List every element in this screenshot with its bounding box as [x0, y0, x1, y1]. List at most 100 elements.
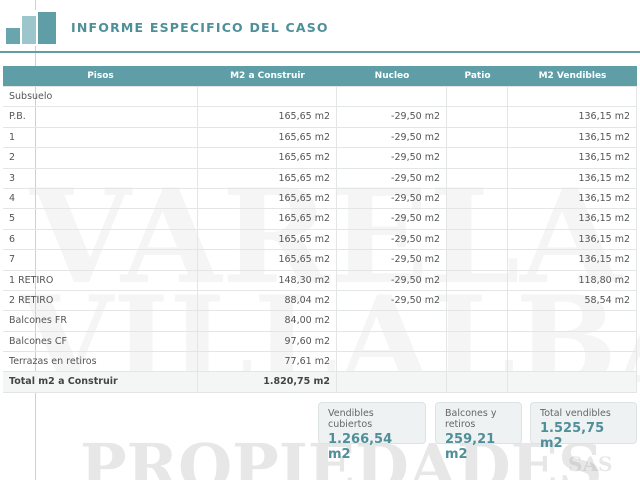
table-cell [447, 188, 508, 209]
table-cell [508, 311, 637, 331]
table-cell: 1.820,75 m2 [198, 372, 337, 392]
table-cell [447, 127, 508, 148]
table-row: 3 165,65 m2 -29,50 m2 136,15 m2 [3, 168, 637, 189]
table-row: 2 RETIRO 88,04 m2 -29,50 m2 58,54 m2 [3, 290, 637, 312]
table-cell [447, 290, 508, 311]
watermark: VARELA [30, 160, 622, 313]
table-cell: 136,15 m2 [508, 209, 637, 229]
table-cell: 1 RETIRO [3, 270, 198, 290]
watermark: SAS [568, 452, 613, 476]
table-cell: Balcones FR [3, 311, 198, 331]
table-row: Terrazas en retiros 77,61 m2 [3, 352, 637, 373]
table-cell: 58,54 m2 [508, 290, 637, 311]
table-cell [447, 331, 508, 352]
summary-label: Vendibles cubiertos [328, 408, 374, 430]
column-header: M2 Vendibles [538, 71, 607, 81]
summary-value: 259,21 m2 [445, 432, 496, 462]
table-cell [337, 311, 447, 331]
summary-card: Balcones y retiros 259,21 m2 [435, 402, 522, 462]
table-cell: 3 [3, 168, 198, 188]
table-cell [447, 250, 508, 270]
header-row: Pisos M2 a Construir Nucleo Patio M2 Vendibl… [3, 66, 637, 87]
table-cell [447, 311, 508, 331]
table-cell: Total m2 a Construir [3, 372, 198, 392]
table-cell: 7 [3, 250, 198, 270]
table-cell: -29,50 m2 [337, 209, 447, 229]
table-cell: 136,15 m2 [508, 250, 637, 270]
table-row: 2 165,65 m2 -29,50 m2 136,15 m2 [3, 148, 637, 169]
summary-label: Total vendibles [540, 408, 611, 419]
table-cell [508, 372, 637, 392]
table-cell [508, 352, 637, 372]
table-cell [337, 87, 447, 107]
table-row: Balcones FR 84,00 m2 [3, 311, 637, 332]
column-header: Patio [464, 71, 491, 81]
table-cell [447, 87, 508, 107]
table-cell: Balcones CF [3, 331, 198, 352]
table-cell: 5 [3, 209, 198, 229]
table-cell: 6 [3, 229, 198, 250]
table-cell: -29,50 m2 [337, 250, 447, 270]
table-cell [198, 87, 337, 107]
table-cell [337, 372, 447, 392]
table-row: Balcones CF 97,60 m2 [3, 331, 637, 353]
summary-value: 1.525,75 m2 [540, 421, 605, 451]
table-cell: Terrazas en retiros [3, 352, 198, 372]
table-cell: 118,80 m2 [508, 270, 637, 290]
table-cell: P.B. [3, 107, 198, 127]
table-cell: 136,15 m2 [508, 148, 637, 168]
table-cell: 165,65 m2 [198, 250, 337, 270]
guide-line [35, 0, 36, 480]
table-cell: 165,65 m2 [198, 148, 337, 168]
column-header: Pisos [87, 71, 114, 81]
table-row: Subsuelo [3, 87, 637, 108]
table-row: P.B. 165,65 m2 -29,50 m2 136,15 m2 [3, 107, 637, 128]
table-row: 1 165,65 m2 -29,50 m2 136,15 m2 [3, 127, 637, 149]
table-row: 6 165,65 m2 -29,50 m2 136,15 m2 [3, 229, 637, 251]
table-cell: 77,61 m2 [198, 352, 337, 372]
table-cell: 148,30 m2 [198, 270, 337, 290]
table-cell [447, 352, 508, 372]
divider [0, 51, 640, 53]
table-cell: 136,15 m2 [508, 168, 637, 188]
table-cell: 165,65 m2 [198, 127, 337, 148]
table-cell: 1 [3, 127, 198, 148]
table-cell: -29,50 m2 [337, 188, 447, 209]
table-cell: 84,00 m2 [198, 311, 337, 331]
table-row: 1 RETIRO 148,30 m2 -29,50 m2 118,80 m2 [3, 270, 637, 291]
table-cell: -29,50 m2 [337, 168, 447, 188]
table-cell [508, 331, 637, 352]
table-cell: -29,50 m2 [337, 290, 447, 311]
table-cell [447, 229, 508, 250]
table-row: 5 165,65 m2 -29,50 m2 136,15 m2 [3, 209, 637, 230]
table-cell: 88,04 m2 [198, 290, 337, 311]
table-cell: 4 [3, 188, 198, 209]
table-cell: 165,65 m2 [198, 168, 337, 188]
table-cell: 165,65 m2 [198, 209, 337, 229]
table-cell [447, 107, 508, 127]
table-cell [447, 270, 508, 290]
table-cell: 165,65 m2 [198, 188, 337, 209]
table-cell: -29,50 m2 [337, 127, 447, 148]
column-header: Nucleo [374, 71, 410, 81]
table-cell [447, 148, 508, 168]
table-cell: Subsuelo [3, 87, 198, 107]
summary-card: Total vendibles 1.525,75 m2 [530, 402, 637, 451]
table-cell [447, 168, 508, 188]
table-cell: 165,65 m2 [198, 229, 337, 250]
summary-label: Balcones y retiros [445, 408, 497, 430]
table-cell: -29,50 m2 [337, 229, 447, 250]
table-cell: 136,15 m2 [508, 107, 637, 127]
table-cell [447, 372, 508, 392]
table-cell: 97,60 m2 [198, 331, 337, 352]
table-cell: -29,50 m2 [337, 107, 447, 127]
table-cell [337, 352, 447, 372]
table-cell [337, 331, 447, 352]
table-row: 7 165,65 m2 -29,50 m2 136,15 m2 [3, 250, 637, 271]
table-row: 4 165,65 m2 -29,50 m2 136,15 m2 [3, 188, 637, 210]
title: INFORME ESPECIFICO DEL CASO [71, 20, 329, 35]
logo [4, 10, 60, 46]
summary-value: 1.266,54 m2 [328, 432, 393, 462]
table-cell: 136,15 m2 [508, 229, 637, 250]
